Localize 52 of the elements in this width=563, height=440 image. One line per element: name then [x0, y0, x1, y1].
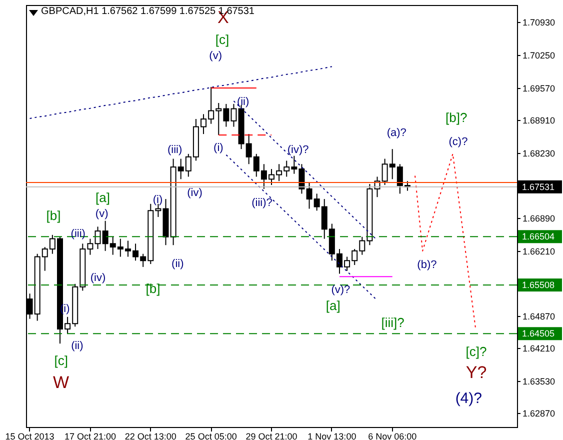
line-series	[29, 66, 332, 120]
annotation: (v)?	[331, 284, 350, 296]
annotation: W	[53, 373, 70, 392]
annotation: (v)	[209, 50, 222, 62]
line-series	[226, 154, 378, 301]
x-tick-label: 15 Oct 2013	[5, 432, 54, 440]
annotation: (i)	[214, 142, 224, 154]
y-tick-label: 1.69570	[522, 83, 556, 94]
ref-line-label: 1.64505	[522, 328, 555, 339]
annotation: (iv)	[187, 187, 202, 199]
annotation: [a]	[326, 298, 340, 313]
x-tick-label: 25 Oct 05:00	[185, 432, 237, 440]
annotation: (iii)	[167, 144, 182, 156]
x-tick-label: 29 Oct 21:00	[246, 432, 298, 440]
annotation: [a]	[96, 190, 110, 205]
x-tick-label: 17 Oct 21:00	[64, 432, 116, 440]
annotation: [c]	[54, 353, 68, 368]
annotation: (iii)?	[252, 197, 272, 209]
annotation: (b)?	[417, 259, 437, 271]
y-tick-label: 1.62870	[522, 408, 556, 418]
y-tick-label: 1.70930	[522, 17, 556, 28]
annotation: (ii)	[71, 340, 84, 352]
ref-line-label: 1.66504	[522, 232, 555, 242]
ref-line-label: 1.67531	[522, 182, 555, 192]
annotation: (ii)	[172, 258, 184, 270]
annotation: [c]	[215, 32, 230, 47]
ref-line-label: 1.65508	[522, 280, 555, 290]
y-tick-label: 1.66210	[522, 246, 556, 256]
y-tick-label: 1.68230	[522, 148, 556, 158]
annotation: (ii)	[236, 96, 250, 108]
x-tick-label: 22 Oct 13:00	[124, 432, 176, 440]
y-tick-label: 1.66890	[522, 213, 556, 224]
annotation: (iv)?	[287, 144, 309, 156]
x-tick-label: 1 Nov 13:00	[308, 432, 356, 440]
annotation: [c]?	[466, 344, 487, 359]
annotation: [b]?	[445, 110, 468, 125]
line-series	[414, 153, 476, 328]
y-tick-label: 1.63530	[522, 376, 556, 386]
y-tick-label: 1.64870	[522, 311, 556, 322]
annotation: [b]	[46, 208, 61, 223]
annotation: Y?	[466, 363, 487, 382]
annotation: (i)	[152, 194, 163, 206]
annotation: (a)?	[386, 127, 406, 139]
annotation: (iv)	[90, 272, 106, 284]
annotation: [iii]?	[381, 315, 404, 330]
y-tick-label: 1.70250	[522, 50, 556, 60]
annotation: (c)?	[448, 136, 468, 148]
y-tick-label: 1.64210	[522, 343, 556, 354]
annotation: (v)	[95, 208, 108, 220]
annotation: (4)?	[455, 390, 482, 407]
x-tick-label: 6 Nov 06:00	[368, 432, 417, 440]
y-tick-label: 1.68910	[522, 115, 556, 126]
